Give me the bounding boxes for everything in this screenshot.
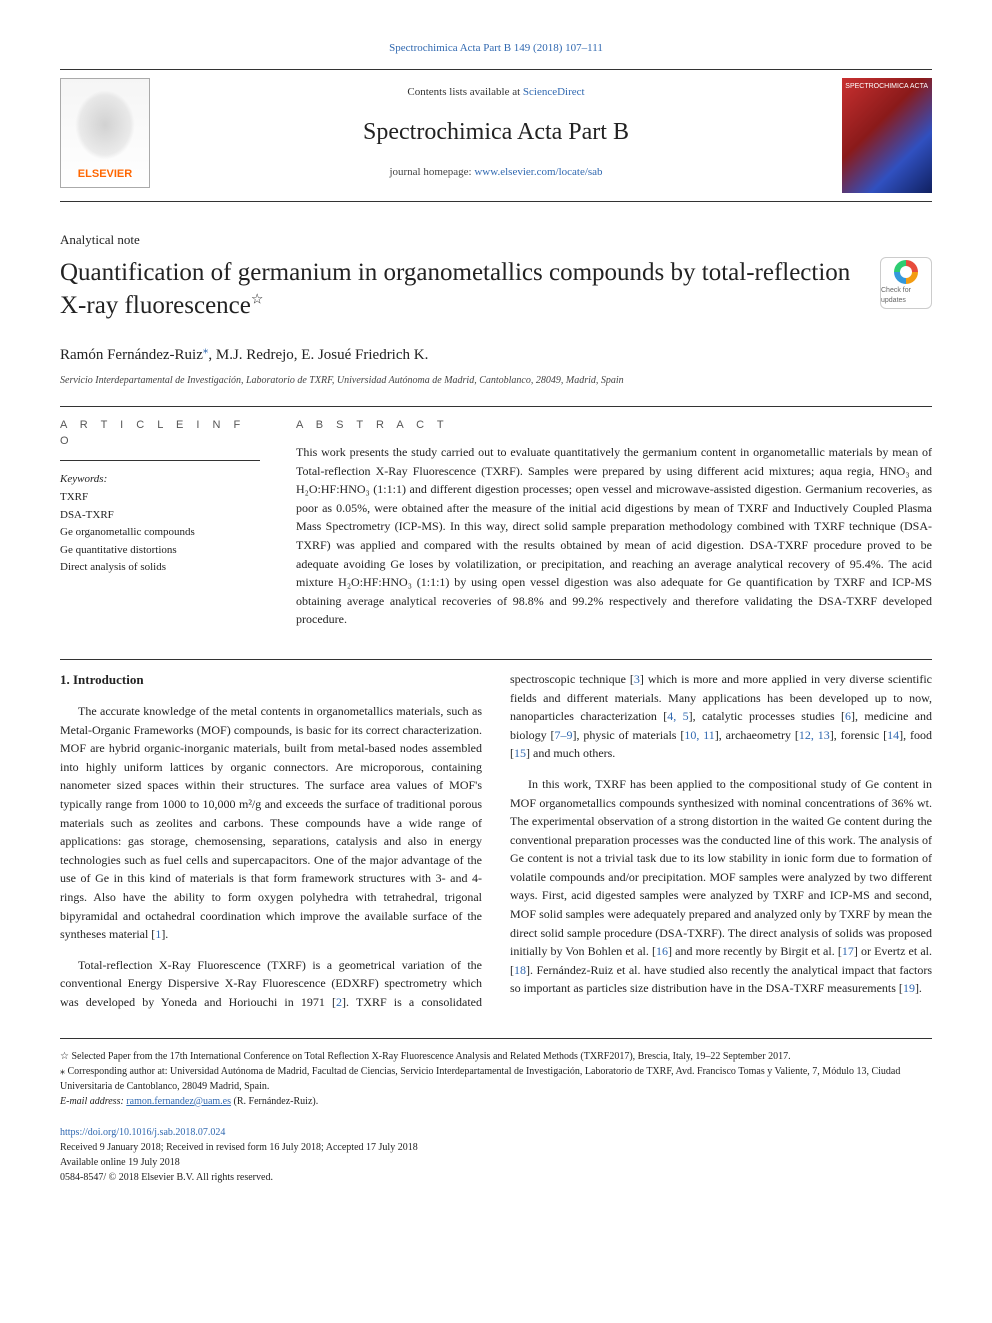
masthead-center: Contents lists available at ScienceDirec… — [150, 78, 842, 187]
footnote-corr: ⁎ Corresponding author at: Universidad A… — [60, 1064, 932, 1094]
article-type: Analytical note — [60, 230, 932, 250]
ref-link[interactable]: 15 — [514, 746, 526, 760]
text-run: ], forensic [ — [830, 728, 887, 742]
ref-link[interactable]: 12, 13 — [799, 728, 830, 742]
text-run: ], archaeometry [ — [715, 728, 799, 742]
homepage-link[interactable]: www.elsevier.com/locate/sab — [474, 166, 602, 178]
publisher-name: ELSEVIER — [78, 166, 132, 183]
received-line: Received 9 January 2018; Received in rev… — [60, 1140, 932, 1155]
keyword: Ge quantitative distortions — [60, 542, 260, 560]
text-run: The accurate knowledge of the metal cont… — [60, 704, 482, 941]
keywords-list: TXRF DSA-TXRF Ge organometallic compound… — [60, 489, 260, 577]
journal-cover-thumb: SPECTROCHIMICA ACTA — [842, 78, 932, 193]
contents-prefix: Contents lists available at — [407, 86, 522, 98]
text-run: ], catalytic processes studies [ — [689, 709, 845, 723]
ref-link[interactable]: 18 — [514, 963, 526, 977]
keyword: Ge organometallic compounds — [60, 524, 260, 542]
author-1: Ramón Fernández-Ruiz — [60, 347, 203, 363]
text-run: In this work, TXRF has been applied to t… — [510, 777, 932, 958]
text-run: ] and much others. — [526, 746, 615, 760]
authors-rest: , M.J. Redrejo, E. Josué Friedrich K. — [208, 347, 428, 363]
journal-title: Spectrochimica Acta Part B — [162, 114, 830, 150]
elsevier-tree-icon — [75, 90, 135, 160]
ref-link[interactable]: 16 — [656, 944, 668, 958]
author-list: Ramón Fernández-Ruiz⁎, M.J. Redrejo, E. … — [60, 342, 932, 367]
homepage-line: journal homepage: www.elsevier.com/locat… — [162, 164, 830, 181]
title-text: Quantification of germanium in organomet… — [60, 259, 850, 319]
affiliation: Servicio Interdepartamental de Investiga… — [60, 373, 932, 388]
rule-top — [60, 406, 932, 407]
rule-bottom — [60, 659, 932, 660]
footnote-star: ☆ Selected Paper from the 17th Internati… — [60, 1049, 932, 1064]
paragraph: The accurate knowledge of the metal cont… — [60, 702, 482, 944]
cover-label: SPECTROCHIMICA ACTA — [845, 82, 928, 93]
footnotes: ☆ Selected Paper from the 17th Internati… — [60, 1038, 932, 1109]
ref-link[interactable]: 19 — [903, 981, 915, 995]
section-heading: 1. Introduction — [60, 670, 482, 690]
ref-link[interactable]: 10, 11 — [684, 728, 714, 742]
abstract-head: A B S T R A C T — [296, 417, 932, 434]
text-run: ]. — [915, 981, 922, 995]
keyword: TXRF — [60, 489, 260, 507]
publisher-logo: ELSEVIER — [60, 78, 150, 188]
text-run: ] and more recently by Birgit et al. [ — [668, 944, 842, 958]
text-run: ], physic of materials [ — [573, 728, 685, 742]
crossmark-label: Check for updates — [881, 286, 931, 307]
sciencedirect-link[interactable]: ScienceDirect — [523, 86, 585, 98]
keyword: Direct analysis of solids — [60, 559, 260, 577]
keywords-label: Keywords: — [60, 471, 260, 488]
paragraph: In this work, TXRF has been applied to t… — [510, 775, 932, 998]
contents-line: Contents lists available at ScienceDirec… — [162, 84, 830, 101]
email-label: E-mail address: — [60, 1096, 126, 1107]
homepage-prefix: journal homepage: — [389, 166, 474, 178]
abstract: A B S T R A C T This work presents the s… — [296, 417, 932, 629]
article-info: A R T I C L E I N F O Keywords: TXRF DSA… — [60, 417, 260, 629]
abstract-text: This work presents the study carried out… — [296, 443, 932, 629]
ref-link[interactable]: 14 — [887, 728, 899, 742]
crossmark-icon — [894, 260, 918, 284]
citation-header: Spectrochimica Acta Part B 149 (2018) 10… — [60, 40, 932, 57]
info-head: A R T I C L E I N F O — [60, 417, 260, 450]
ref-link[interactable]: 7–9 — [555, 728, 573, 742]
copyright-line: 0584-8547/ © 2018 Elsevier B.V. All righ… — [60, 1170, 932, 1185]
ref-link[interactable]: 17 — [842, 944, 854, 958]
masthead: ELSEVIER Contents lists available at Sci… — [60, 69, 932, 202]
doi-block: https://doi.org/10.1016/j.sab.2018.07.02… — [60, 1125, 932, 1185]
article-title: Quantification of germanium in organomet… — [60, 257, 860, 322]
info-rule — [60, 460, 260, 461]
keyword: DSA-TXRF — [60, 507, 260, 525]
email-suffix: (R. Fernández-Ruiz). — [231, 1096, 318, 1107]
online-line: Available online 19 July 2018 — [60, 1155, 932, 1170]
email-link[interactable]: ramon.fernandez@uam.es — [126, 1096, 231, 1107]
footnote-email: E-mail address: ramon.fernandez@uam.es (… — [60, 1094, 932, 1109]
doi-link[interactable]: https://doi.org/10.1016/j.sab.2018.07.02… — [60, 1127, 225, 1138]
text-run: ]. Fernández-Ruiz et al. have studied al… — [510, 963, 932, 996]
title-footnote-star: ☆ — [251, 292, 264, 307]
body-text: 1. Introduction The accurate knowledge o… — [60, 670, 932, 1012]
ref-link[interactable]: 4, 5 — [667, 709, 688, 723]
crossmark-badge[interactable]: Check for updates — [880, 257, 932, 309]
text-run: ]. — [161, 927, 168, 941]
